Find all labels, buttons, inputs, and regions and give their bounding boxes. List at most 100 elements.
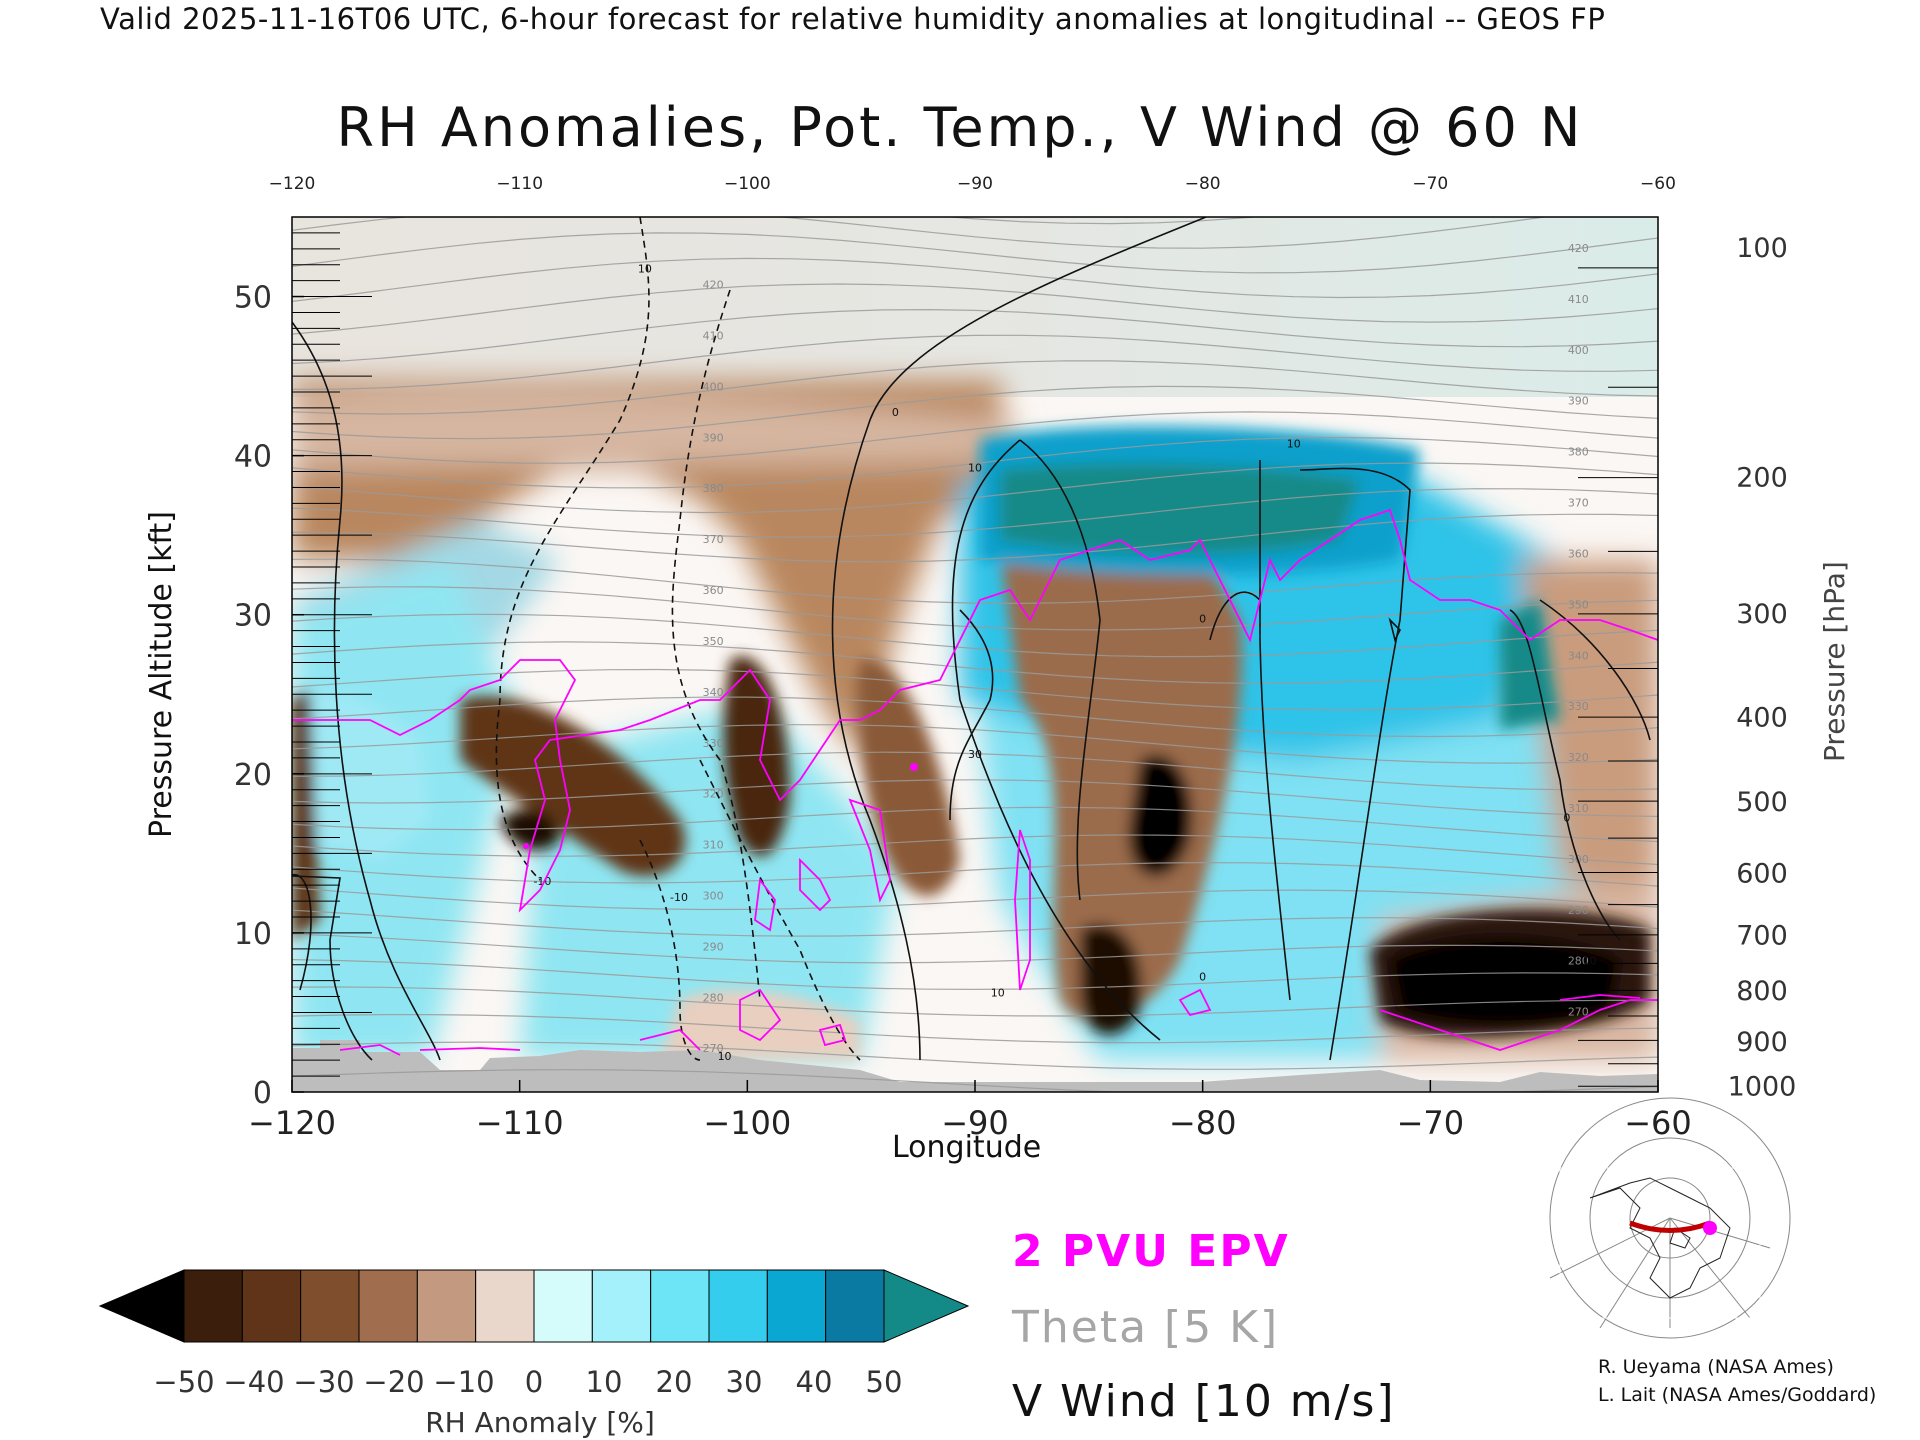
epv-2pvu-contour bbox=[292, 508, 1658, 1056]
x-tick-label: −70 bbox=[1397, 1104, 1465, 1142]
pressure-tick-label: 600 bbox=[1736, 858, 1788, 889]
theta-label: 370 bbox=[703, 533, 724, 546]
colorbar-tick-label: −10 bbox=[433, 1365, 494, 1399]
theta-line bbox=[292, 360, 1658, 415]
theta-label: 400 bbox=[703, 380, 724, 393]
theta-label: 320 bbox=[1568, 751, 1589, 764]
theta-line bbox=[292, 834, 1658, 866]
colorbar-swatch bbox=[241, 1269, 302, 1343]
theta-line bbox=[292, 986, 1658, 1017]
theta-label: 330 bbox=[703, 737, 724, 750]
y-tick-label: 20 bbox=[234, 758, 272, 793]
wind-label: -10 bbox=[670, 891, 688, 904]
theta-label: 390 bbox=[1568, 395, 1589, 408]
colorbar-swatch bbox=[300, 1269, 360, 1343]
theta-line bbox=[292, 751, 1658, 791]
wind-label: 10 bbox=[991, 987, 1005, 1000]
colorbar-label: RH Anomaly [%] bbox=[425, 1406, 655, 1439]
colorbar-tick-label: −40 bbox=[223, 1365, 284, 1399]
theta-label: 310 bbox=[703, 839, 724, 852]
top-tick-label: −110 bbox=[496, 174, 543, 194]
colorbar-swatch bbox=[475, 1269, 535, 1343]
colorbar-tick-label: 50 bbox=[866, 1365, 903, 1399]
y-tick-label: 0 bbox=[253, 1076, 272, 1111]
theta-line bbox=[292, 1014, 1658, 1044]
pressure-tick-label: 200 bbox=[1736, 462, 1788, 493]
theta-line bbox=[292, 909, 1658, 937]
theta-line bbox=[292, 1041, 1658, 1070]
theta-label: 380 bbox=[703, 482, 724, 495]
theta-line bbox=[292, 462, 1658, 514]
legend-epv: 2 PVU EPV bbox=[1012, 1226, 1290, 1277]
pressure-tick-label: 100 bbox=[1736, 233, 1788, 264]
x-tick-label: −80 bbox=[1169, 1104, 1237, 1142]
theta-line bbox=[292, 861, 1658, 887]
wind-contours bbox=[292, 217, 1651, 1061]
theta-line bbox=[292, 436, 1658, 489]
wind-label: -10 bbox=[533, 875, 551, 888]
theta-line bbox=[292, 959, 1658, 991]
theta-label: 340 bbox=[1568, 649, 1589, 662]
theta-label: 390 bbox=[703, 431, 724, 444]
theta-label: 350 bbox=[703, 635, 724, 648]
theta-label: 270 bbox=[703, 1042, 724, 1055]
colorbar-tick-label: 30 bbox=[726, 1365, 763, 1399]
theta-line bbox=[292, 558, 1658, 605]
colorbar-ticks: −50 −40 −30 −20 −10 0 10 20 30 40 50 bbox=[153, 1365, 902, 1399]
y-axis-label-right: Pressure [hPa] bbox=[1818, 561, 1851, 762]
wind-label: 0 bbox=[892, 406, 899, 419]
credit-line-1: R. Ueyama (NASA Ames) bbox=[1598, 1356, 1834, 1378]
top-tick-label: −70 bbox=[1412, 174, 1448, 194]
colorbar-swatch bbox=[650, 1269, 710, 1343]
colorbar bbox=[98, 1269, 970, 1343]
colorbar-swatch bbox=[766, 1269, 827, 1343]
theta-label: 270 bbox=[1568, 1006, 1589, 1019]
theta-line bbox=[292, 232, 1658, 274]
colorbar-tick-label: 40 bbox=[796, 1365, 833, 1399]
theta-line bbox=[292, 283, 1658, 335]
theta-line bbox=[292, 257, 1658, 302]
legend-wind: V Wind [10 m/s] bbox=[1012, 1376, 1396, 1427]
pressure-tick-label: 800 bbox=[1736, 976, 1788, 1007]
theta-contours bbox=[292, 217, 1658, 1092]
rh-anomaly-field bbox=[292, 217, 1658, 1092]
x-axis-label: Longitude bbox=[892, 1130, 1042, 1165]
pressure-tick-label: 900 bbox=[1736, 1027, 1788, 1058]
colorbar-high-arrow bbox=[883, 1269, 970, 1343]
colorbar-tick-label: 0 bbox=[525, 1365, 543, 1399]
x-tick-label: −90 bbox=[941, 1104, 1009, 1142]
top-tick-label: −90 bbox=[957, 174, 993, 194]
pressure-tick-label: 500 bbox=[1736, 787, 1788, 818]
theta-label: 290 bbox=[703, 940, 724, 953]
theta-line bbox=[292, 385, 1658, 440]
theta-label: 380 bbox=[1568, 446, 1589, 459]
axes: −120 −110 −100 −90 −80 −70 −60 −120 −110 −100 −90 −… bbox=[234, 174, 1797, 1142]
wind-label: 10 bbox=[968, 462, 982, 475]
pressure-tick-label: 700 bbox=[1736, 921, 1788, 952]
wind-label: 10 bbox=[1287, 438, 1301, 451]
theta-line bbox=[292, 217, 1550, 249]
wind-label: 10 bbox=[718, 1050, 732, 1063]
colorbar-low-arrow bbox=[98, 1269, 185, 1343]
theta-label: 400 bbox=[1568, 344, 1589, 357]
theta-line bbox=[292, 308, 1658, 365]
theta-line bbox=[292, 779, 1658, 817]
colorbar-swatch bbox=[825, 1269, 885, 1343]
top-tick-label: −60 bbox=[1640, 174, 1676, 194]
theta-label: 420 bbox=[703, 279, 724, 292]
theta-line bbox=[292, 668, 1658, 711]
colorbar-swatch bbox=[416, 1269, 477, 1343]
x-tick-label: −120 bbox=[248, 1104, 336, 1142]
theta-label: 300 bbox=[703, 890, 724, 903]
y-tick-label: 50 bbox=[234, 281, 272, 316]
colorbar-tick-label: −30 bbox=[293, 1365, 354, 1399]
colorbar-tick-label: 20 bbox=[656, 1365, 693, 1399]
legend-theta: Theta [5 K] bbox=[1012, 1302, 1280, 1353]
theta-label: 360 bbox=[703, 584, 724, 597]
theta-line bbox=[292, 724, 1658, 764]
colorbar-tick-label: −20 bbox=[363, 1365, 424, 1399]
theta-label: 320 bbox=[703, 788, 724, 801]
theta-label: 310 bbox=[1568, 802, 1589, 815]
theta-label: 290 bbox=[1568, 904, 1589, 917]
